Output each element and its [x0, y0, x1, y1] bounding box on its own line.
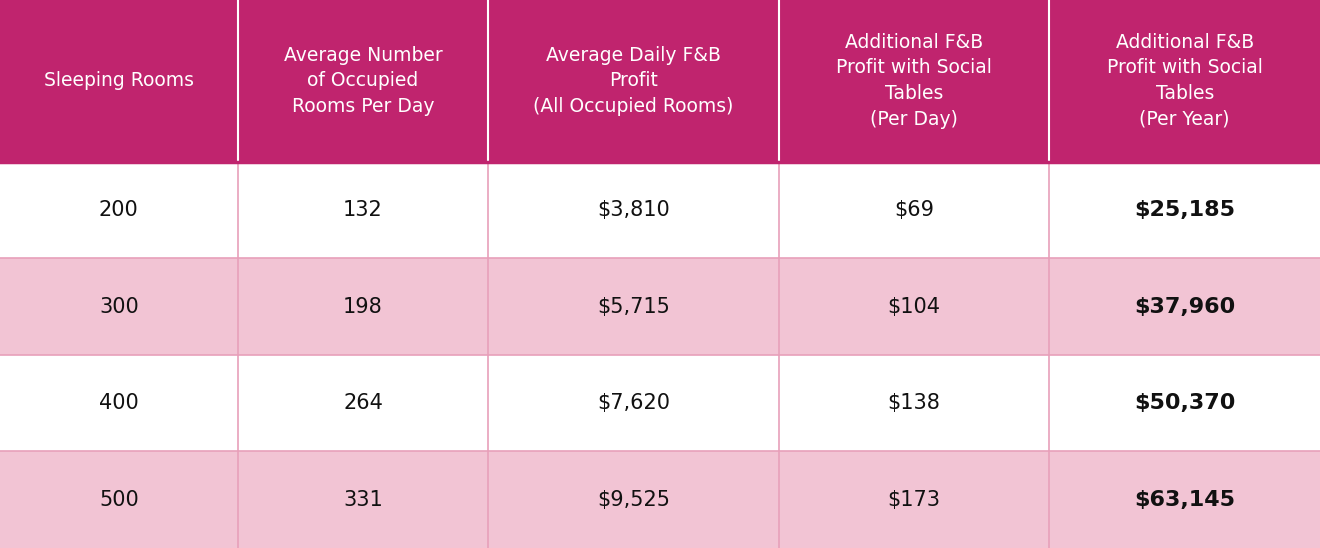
Text: 200: 200: [99, 200, 139, 220]
Bar: [238, 162, 488, 258]
Text: $50,370: $50,370: [1134, 393, 1236, 413]
Text: 264: 264: [343, 393, 383, 413]
Text: Additional F&B
Profit with Social
Tables
(Per Day): Additional F&B Profit with Social Tables…: [836, 33, 993, 129]
Text: 300: 300: [99, 296, 139, 317]
Text: Average Daily F&B
Profit
(All Occupied Rooms): Average Daily F&B Profit (All Occupied R…: [533, 45, 734, 116]
Bar: [238, 452, 488, 548]
Text: $5,715: $5,715: [597, 296, 671, 317]
Text: $25,185: $25,185: [1134, 200, 1236, 220]
Bar: [238, 355, 488, 452]
Text: Average Number
of Occupied
Rooms Per Day: Average Number of Occupied Rooms Per Day: [284, 45, 442, 116]
Text: $3,810: $3,810: [597, 200, 671, 220]
Bar: [0, 258, 238, 355]
Bar: [238, 258, 488, 355]
Bar: [1049, 355, 1320, 452]
Bar: [779, 355, 1049, 452]
Text: $9,525: $9,525: [597, 490, 671, 510]
Bar: [488, 0, 779, 162]
Bar: [779, 452, 1049, 548]
Bar: [779, 0, 1049, 162]
Bar: [238, 0, 488, 162]
Text: Additional F&B
Profit with Social
Tables
(Per Year): Additional F&B Profit with Social Tables…: [1106, 33, 1263, 129]
Bar: [1049, 258, 1320, 355]
Bar: [779, 258, 1049, 355]
Text: 132: 132: [343, 200, 383, 220]
Text: Sleeping Rooms: Sleeping Rooms: [44, 71, 194, 90]
Text: 198: 198: [343, 296, 383, 317]
Text: 400: 400: [99, 393, 139, 413]
Bar: [488, 452, 779, 548]
Text: $7,620: $7,620: [597, 393, 671, 413]
Bar: [1049, 0, 1320, 162]
Bar: [0, 162, 238, 258]
Bar: [488, 162, 779, 258]
Bar: [1049, 162, 1320, 258]
Text: $173: $173: [887, 490, 941, 510]
Bar: [488, 258, 779, 355]
Bar: [488, 355, 779, 452]
Bar: [0, 452, 238, 548]
Bar: [1049, 452, 1320, 548]
Bar: [0, 0, 238, 162]
Text: $63,145: $63,145: [1134, 490, 1236, 510]
Text: $138: $138: [887, 393, 941, 413]
Bar: [0, 355, 238, 452]
Text: 500: 500: [99, 490, 139, 510]
Text: $69: $69: [894, 200, 935, 220]
Text: 331: 331: [343, 490, 383, 510]
Bar: [779, 162, 1049, 258]
Text: $104: $104: [887, 296, 941, 317]
Text: $37,960: $37,960: [1134, 296, 1236, 317]
